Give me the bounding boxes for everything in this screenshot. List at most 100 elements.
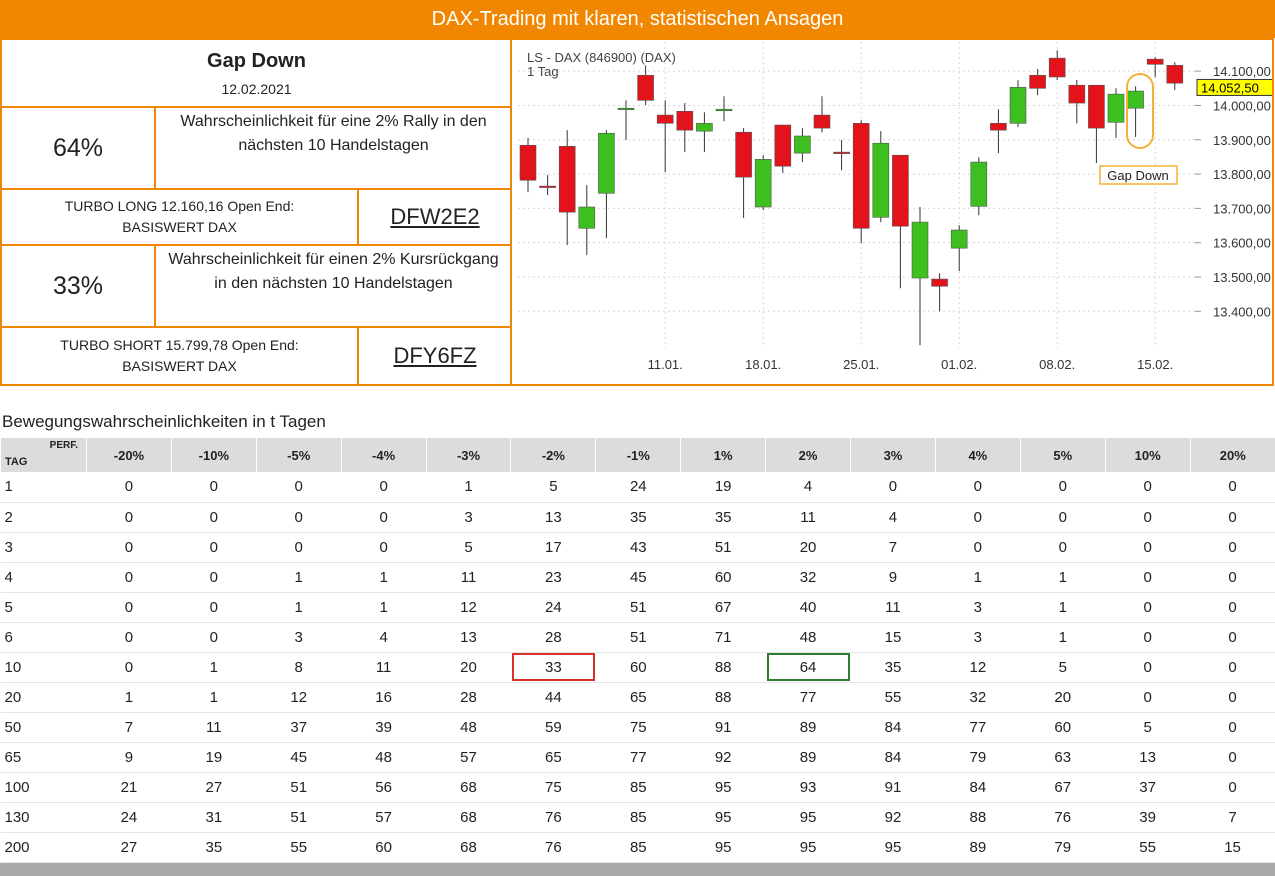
value-cell: 45 <box>256 742 342 773</box>
value-cell: 44 <box>510 682 596 713</box>
candle-body <box>696 123 713 132</box>
value-cell: 0 <box>1105 562 1191 593</box>
candle-body <box>656 114 674 124</box>
value-cell: 77 <box>935 712 1021 743</box>
value-cell: 95 <box>680 802 766 833</box>
value-cell: 1 <box>341 562 427 593</box>
y-tick-label: 13.400,00 <box>1213 304 1271 319</box>
value-cell: 1 <box>341 592 427 623</box>
value-cell: 68 <box>426 772 511 803</box>
divider <box>510 40 512 384</box>
value-cell: 0 <box>171 502 257 533</box>
short-underlying: BASISWERT DAX <box>122 358 237 374</box>
value-cell: 45 <box>595 562 681 593</box>
column-header: -2% <box>510 438 596 472</box>
value-cell: 35 <box>850 652 936 683</box>
column-header: -1% <box>595 438 681 472</box>
annotation-ellipse <box>1126 73 1154 149</box>
value-cell: 20 <box>1020 682 1106 713</box>
table-row: 20 1 1 12 16 28 44 65 88 77 55 32 20 0 0 <box>0 682 1275 713</box>
value-cell: 1 <box>171 652 257 683</box>
tag-cell: 50 <box>0 712 87 743</box>
value-cell: 1 <box>256 592 342 623</box>
value-cell: 43 <box>595 532 681 563</box>
value-cell: 0 <box>935 472 1021 503</box>
table-row: 1 0 0 0 0 1 5 24 19 4 0 0 0 0 0 <box>0 472 1275 503</box>
column-header: 1% <box>680 438 766 472</box>
value-cell: 92 <box>680 742 766 773</box>
value-cell: 89 <box>935 832 1021 863</box>
pattern-name: Gap Down <box>207 49 306 72</box>
value-cell: 65 <box>595 682 681 713</box>
value-cell: 0 <box>1190 532 1275 563</box>
candle-body <box>676 110 694 131</box>
value-cell: 13 <box>426 622 511 653</box>
value-cell: 5 <box>426 532 511 563</box>
value-cell: 67 <box>1020 772 1106 803</box>
candle-body <box>1048 57 1066 78</box>
candle-body <box>1146 58 1164 65</box>
value-cell: 0 <box>1190 772 1275 803</box>
value-cell: 0 <box>256 532 342 563</box>
header-row: PERF. TAG -20% -10% -5% -4% -3% -2% -1% 1% 2% 3% 4% 5… <box>0 438 1275 472</box>
value-cell: 20 <box>765 532 851 563</box>
value-cell: 0 <box>86 502 172 533</box>
value-cell: 16 <box>341 682 427 713</box>
value-cell: 0 <box>1105 532 1191 563</box>
value-cell: 1 <box>171 682 257 713</box>
value-cell: 0 <box>341 532 427 563</box>
summary-frame <box>0 38 1274 386</box>
candle-body <box>1088 84 1105 129</box>
value-cell: 9 <box>86 742 172 773</box>
tag-cell: 10 <box>0 652 87 683</box>
value-cell: 0 <box>1190 622 1275 653</box>
value-cell: 0 <box>86 472 172 503</box>
value-cell: 95 <box>680 772 766 803</box>
value-cell: 11 <box>850 592 936 623</box>
value-cell: 95 <box>765 832 851 863</box>
value-cell: 0 <box>171 592 257 623</box>
value-cell: 51 <box>595 592 681 623</box>
value-cell: 55 <box>850 682 936 713</box>
value-cell: 0 <box>86 622 172 653</box>
table-row: 4 0 0 1 1 11 23 45 60 32 9 1 1 0 0 <box>0 562 1275 593</box>
value-cell: 95 <box>765 802 851 833</box>
value-cell: 60 <box>595 652 681 683</box>
value-cell: 89 <box>765 712 851 743</box>
candle-body <box>637 74 654 101</box>
column-header: -20% <box>86 438 172 472</box>
long-code-cell: DFW2E2 <box>359 190 511 246</box>
value-cell: 51 <box>680 532 766 563</box>
value-cell: 3 <box>256 622 342 653</box>
value-cell: 12 <box>935 652 1021 683</box>
table-row: 3 0 0 0 0 5 17 43 51 20 7 0 0 0 0 <box>0 532 1275 563</box>
value-cell: 0 <box>86 562 172 593</box>
last-price-box <box>1196 78 1272 96</box>
value-cell: 84 <box>850 712 936 743</box>
value-cell: 92 <box>850 802 936 833</box>
x-tick-label: 25.01. <box>843 357 879 372</box>
value-cell: 0 <box>86 532 172 563</box>
candle-body <box>794 135 811 154</box>
value-cell: 60 <box>1020 712 1106 743</box>
tag-cell: 4 <box>0 562 87 593</box>
table-row: 5 0 0 1 1 12 24 51 67 40 11 3 1 0 0 <box>0 592 1275 623</box>
value-cell: 56 <box>341 772 427 803</box>
chart-subtitle: 1 Tag <box>527 64 559 79</box>
column-header: 4% <box>934 438 1021 472</box>
value-cell: 0 <box>1105 622 1191 653</box>
value-cell: 76 <box>1020 802 1106 833</box>
short-code-link[interactable]: DFY6FZ <box>393 343 477 368</box>
value-cell: 88 <box>935 802 1021 833</box>
column-header: -3% <box>425 438 511 472</box>
table-row: 65 9 19 45 48 57 65 77 92 89 84 79 63 13 0 <box>0 742 1275 773</box>
last-price-label: 14.052,50 <box>1201 80 1259 95</box>
value-cell: 0 <box>935 502 1021 533</box>
long-code-link[interactable]: DFW2E2 <box>390 204 480 229</box>
value-cell: 0 <box>1190 682 1275 713</box>
value-cell: 0 <box>1190 712 1275 743</box>
value-cell: 0 <box>86 592 172 623</box>
value-cell: 1 <box>1020 592 1106 623</box>
candle-body <box>1166 65 1184 84</box>
